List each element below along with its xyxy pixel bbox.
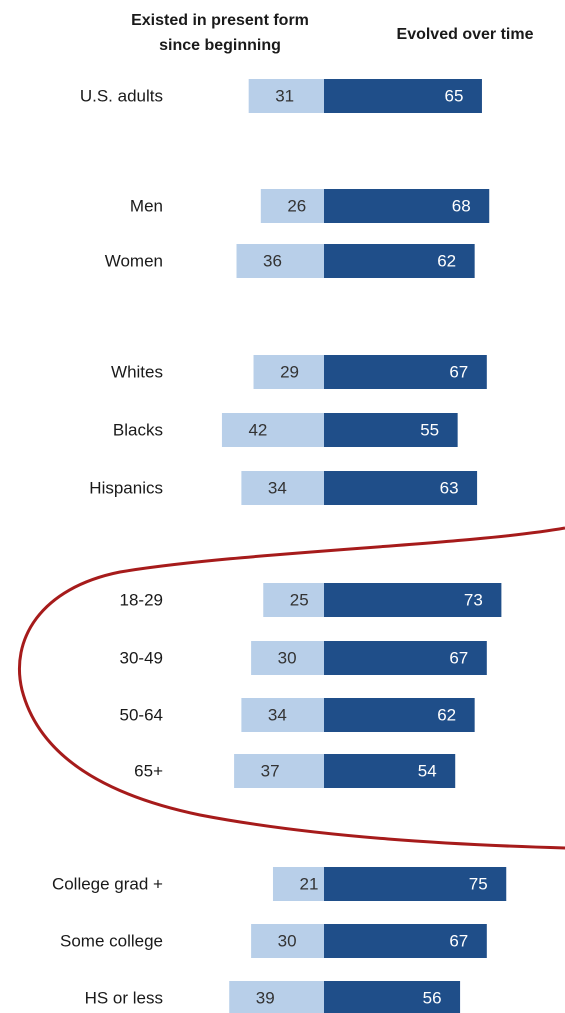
category-label-30-49: 30-49 (120, 649, 163, 668)
category-label-college-grad: College grad + (52, 875, 163, 894)
value-evolved-whites: 67 (449, 363, 468, 382)
value-evolved-women: 62 (437, 252, 456, 271)
bar-evolved-blacks (324, 413, 458, 447)
value-existed-hs-or-less: 39 (256, 989, 275, 1008)
category-label-65: 65+ (134, 762, 163, 781)
header-existed-line1: Existed in present form (131, 12, 309, 29)
value-existed-u-s-adults: 31 (275, 87, 294, 106)
category-label-whites: Whites (111, 363, 163, 382)
value-evolved-men: 68 (452, 197, 471, 216)
category-label-women: Women (105, 252, 163, 271)
value-existed-college-grad: 21 (300, 875, 319, 894)
highlight-ellipse-annotation (17, 526, 565, 850)
value-evolved-college-grad: 75 (469, 875, 488, 894)
value-existed-whites: 29 (280, 363, 299, 382)
bar-existed-some-college (251, 924, 324, 958)
bar-evolved-50-64 (324, 698, 475, 732)
bar-evolved-women (324, 244, 475, 278)
value-existed-65: 37 (261, 762, 280, 781)
bar-existed-blacks (221, 413, 324, 447)
bar-existed-50-64 (241, 698, 324, 732)
bar-evolved-whites (324, 355, 487, 389)
bar-existed-hs-or-less (229, 981, 324, 1013)
category-label-men: Men (130, 197, 163, 216)
bar-existed-18-29 (263, 583, 324, 617)
bar-evolved-u-s-adults (324, 79, 482, 113)
category-label-u-s-adults: U.S. adults (80, 87, 163, 106)
value-existed-18-29: 25 (290, 591, 309, 610)
value-evolved-hs-or-less: 56 (423, 989, 442, 1008)
bar-existed-women (236, 244, 324, 278)
bar-evolved-some-college (324, 924, 487, 958)
bar-existed-65 (234, 754, 324, 788)
bar-evolved-65 (324, 754, 456, 788)
bar-existed-hispanics (241, 471, 324, 505)
bar-existed-30-49 (251, 641, 324, 675)
bar-evolved-18-29 (324, 583, 502, 617)
value-evolved-50-64: 62 (437, 706, 456, 725)
value-existed-men: 26 (287, 197, 306, 216)
bar-existed-men (260, 189, 324, 223)
bar-evolved-college-grad (324, 867, 507, 901)
header-existed-line2: since beginning (159, 37, 281, 54)
bar-evolved-hispanics (324, 471, 478, 505)
value-evolved-18-29: 73 (464, 591, 483, 610)
value-evolved-30-49: 67 (449, 649, 468, 668)
bar-existed-u-s-adults (248, 79, 324, 113)
bar-existed-whites (253, 355, 324, 389)
value-existed-hispanics: 34 (268, 479, 287, 498)
category-label-50-64: 50-64 (120, 706, 163, 725)
category-label-18-29: 18-29 (120, 591, 163, 610)
value-existed-30-49: 30 (278, 649, 297, 668)
category-label-some-college: Some college (60, 932, 163, 951)
value-existed-50-64: 34 (268, 706, 287, 725)
value-existed-blacks: 42 (248, 421, 267, 440)
header-evolved: Evolved over time (397, 26, 534, 43)
value-evolved-blacks: 55 (420, 421, 439, 440)
bar-existed-college-grad (272, 867, 324, 901)
bar-evolved-men (324, 189, 490, 223)
bar-evolved-30-49 (324, 641, 487, 675)
value-existed-some-college: 30 (278, 932, 297, 951)
value-evolved-u-s-adults: 65 (444, 87, 463, 106)
category-label-blacks: Blacks (113, 421, 163, 440)
bar-evolved-hs-or-less (324, 981, 461, 1013)
category-label-hispanics: Hispanics (89, 479, 163, 498)
column-headers: Existed in present form since beginning … (131, 12, 533, 54)
value-evolved-hispanics: 63 (440, 479, 459, 498)
value-evolved-65: 54 (418, 762, 437, 781)
value-existed-women: 36 (263, 252, 282, 271)
bar-rows: U.S. adults 31 65 Men 26 68 Women 36 62 Whites 29 6… (52, 79, 507, 1013)
value-evolved-some-college: 67 (449, 932, 468, 951)
category-label-hs-or-less: HS or less (85, 989, 163, 1008)
